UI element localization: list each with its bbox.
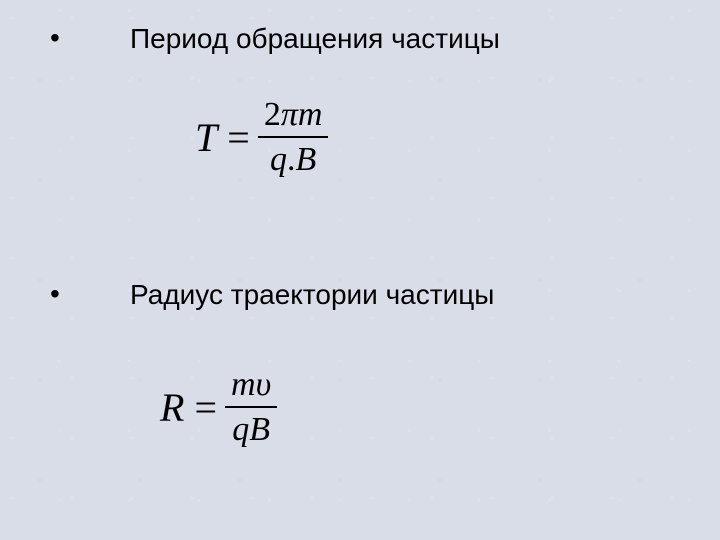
formula-radius-denominator: qB bbox=[226, 410, 276, 449]
formula-period-num-coeff: 2 bbox=[264, 96, 281, 133]
formula-period-equals: = bbox=[223, 114, 258, 161]
formula-period-num-pi: π bbox=[281, 96, 298, 133]
formula-period-den-q: q bbox=[270, 141, 287, 178]
formula-radius-den-B: B bbox=[249, 411, 270, 448]
formula-radius-lhs: R bbox=[160, 384, 190, 431]
heading-radius: Радиус траектории частицы bbox=[130, 278, 494, 312]
formula-period-bar bbox=[258, 136, 329, 138]
heading-period-text: Период обращения частицы bbox=[130, 23, 500, 54]
formula-period-den-B: B bbox=[295, 141, 316, 178]
formula-period-row: T = 2πm q.B bbox=[195, 95, 328, 179]
bullet-glyph: • bbox=[50, 22, 60, 53]
formula-radius-num-v: υ bbox=[256, 366, 272, 403]
formula-radius-fraction: mυ qB bbox=[225, 365, 277, 449]
formula-radius-bar bbox=[225, 406, 277, 408]
bullet-2: • bbox=[50, 280, 60, 308]
formula-period-lhs: T bbox=[195, 114, 223, 161]
formula-radius-equals: = bbox=[190, 384, 225, 431]
formula-period-denominator: q.B bbox=[264, 140, 322, 179]
formula-period-fraction: 2πm q.B bbox=[258, 95, 329, 179]
formula-radius-row: R = mυ qB bbox=[160, 365, 277, 449]
formula-radius-den-q: q bbox=[232, 411, 249, 448]
formula-period-num-m: m bbox=[298, 96, 323, 133]
formula-radius-numerator: mυ bbox=[225, 365, 277, 404]
formula-period-numerator: 2πm bbox=[258, 95, 329, 134]
formula-period: T = 2πm q.B bbox=[195, 95, 328, 179]
formula-radius: R = mυ qB bbox=[160, 365, 277, 449]
formula-radius-num-m: m bbox=[231, 366, 256, 403]
heading-period: Период обращения частицы bbox=[130, 22, 500, 56]
heading-radius-text: Радиус траектории частицы bbox=[130, 279, 494, 310]
bullet-glyph-2: • bbox=[50, 278, 60, 309]
bullet-1: • bbox=[50, 24, 60, 52]
